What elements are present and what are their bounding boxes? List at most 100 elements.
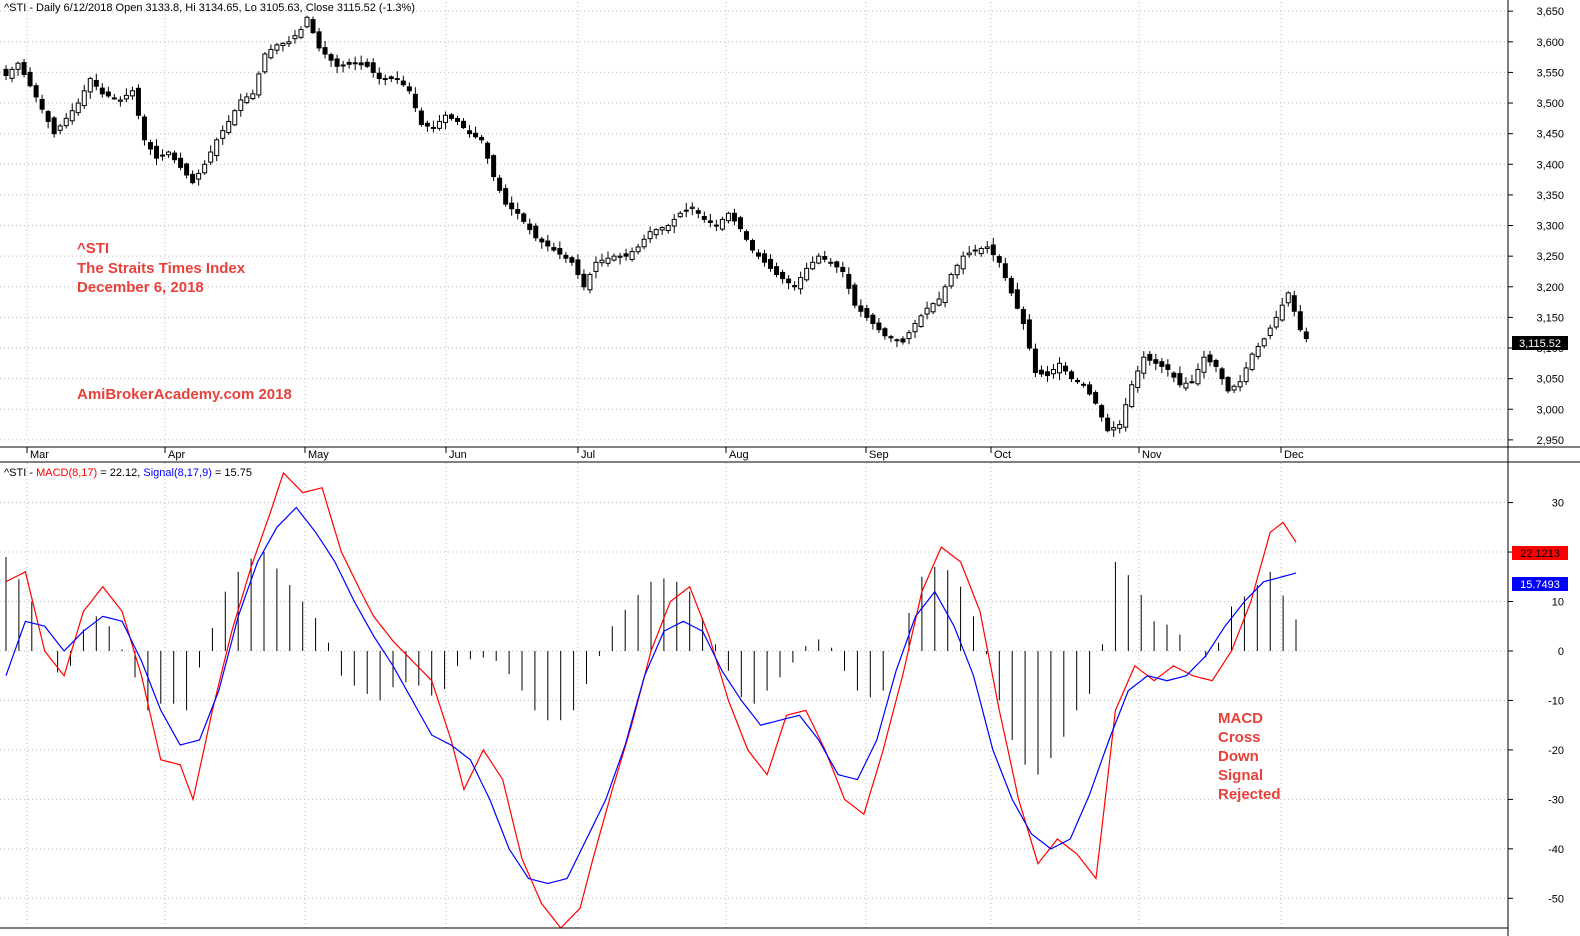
candle [1014,282,1020,310]
macd-tick-label: -30 [1548,794,1564,806]
candle-body [232,110,238,126]
candle [575,254,581,279]
candle-body [894,339,900,342]
candle-body [178,157,184,168]
candle [196,169,202,186]
candle-body [154,145,159,159]
candle [147,139,153,155]
candle-body [810,261,816,270]
candle [587,272,593,294]
macd-badge-text: 22.1213 [1520,548,1560,560]
candle-body [774,266,780,276]
candle [250,89,256,101]
candle [45,110,51,129]
candle [762,249,768,267]
candle [852,282,858,309]
candle [346,58,352,69]
candle [671,214,677,234]
candle [274,42,280,55]
candle-body [749,240,755,251]
candle-body [27,71,33,87]
candle [1255,342,1261,360]
candle-body [45,111,51,122]
candle [756,249,761,260]
candle [1117,420,1123,434]
candle-body [900,338,906,343]
candle-body [304,16,310,28]
candle [936,291,942,307]
macd-note-line: Rejected [1218,786,1281,803]
candle-body [743,231,749,240]
candle-body [852,284,858,306]
candle [190,170,196,185]
month-tick-label: Mar [30,449,49,461]
candle [33,83,39,103]
candle-body [725,212,731,222]
candle-body [930,303,936,313]
month-tick-label: Aug [729,449,749,461]
candle-body [1147,353,1153,361]
candle-body [442,114,448,124]
candle-body [1201,356,1207,373]
signal-line [5,506,1297,885]
candle-body [184,163,190,176]
candle [942,284,948,308]
month-tick-label: Oct [994,449,1011,461]
candle-body [166,151,172,156]
candle-body [310,19,316,34]
candle-body [1111,427,1117,431]
candle-body [57,125,63,131]
price-tick-label: 3,400 [1536,159,1564,171]
candle-body [786,278,792,284]
candle [117,96,123,107]
candle [1291,290,1297,317]
candle [1165,359,1171,377]
macd-badge: 22.1213 [1512,546,1568,560]
candle-body [659,227,665,231]
candle [1153,353,1159,371]
candle [1237,374,1243,392]
candle-body [581,273,587,288]
candle-body [557,247,563,255]
candle [659,226,665,235]
candle-body [196,172,202,180]
candle [1063,362,1069,375]
candle-body [1231,385,1237,391]
candle [948,272,954,289]
candle [497,174,503,193]
candle [641,234,647,250]
candle-body [719,218,725,230]
candle-body [1141,356,1147,374]
candle [1032,343,1038,378]
annotation-index-name: The Straits Times Index [77,260,246,277]
candle-body [1026,319,1032,349]
candle-body [882,328,888,337]
candle-body [521,213,527,222]
candle-body [1117,424,1123,429]
candle-body [1002,263,1008,279]
candle-body [1135,370,1141,389]
candle-body [214,139,220,157]
candle [1189,374,1195,384]
candle [69,103,75,125]
candle [605,251,611,267]
candle [1020,306,1026,330]
candle [358,55,364,70]
candle-body [485,142,491,159]
candle [599,253,605,267]
candle [1177,366,1183,388]
candle [707,213,713,228]
candle-body [1081,383,1087,386]
candle [569,255,575,266]
candle [894,338,900,348]
candle-body [924,307,930,315]
candle-body [99,87,105,95]
candle-body [250,93,256,100]
candle-body [641,238,647,248]
candle [286,36,292,47]
candle [340,60,346,73]
candle-body [629,251,635,260]
candle-body [172,152,178,161]
candle [882,326,888,340]
